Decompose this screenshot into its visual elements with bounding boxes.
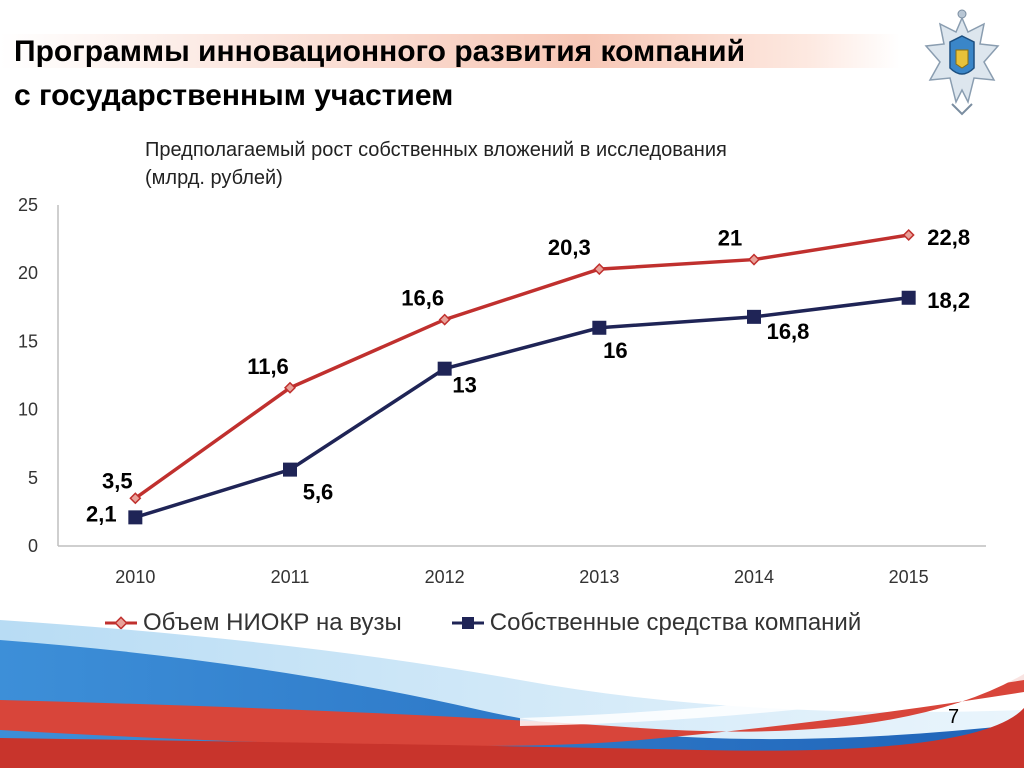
data-point: [438, 313, 451, 326]
data-point: [902, 228, 915, 242]
series-line: [134, 296, 909, 520]
legend-label-niokr: Объем НИОКР на вузы: [143, 609, 402, 636]
data-point: [437, 361, 452, 376]
data-point: [592, 320, 607, 335]
data-point: [901, 290, 916, 305]
data-label: 16,8: [767, 319, 810, 344]
data-label: 3,5: [102, 468, 133, 493]
y-tick-label: 5: [28, 468, 38, 488]
data-label: 16,6: [401, 286, 444, 311]
chart-series: 3,5 11,6 16,6 20,3 21 22,8 2,1 5,6 13 16 16,8 18,2: [86, 225, 970, 526]
data-label: 21: [718, 226, 742, 251]
footer-decoration: [0, 620, 1024, 768]
slide-title-line-1: Программы инновационного развития компан…: [14, 35, 746, 68]
legend-label-company-funds: Собственные средства компаний: [489, 609, 862, 636]
data-label: 5,6: [303, 480, 334, 505]
x-tick-label: 2015: [889, 567, 929, 587]
x-tick-label: 2013: [579, 567, 619, 587]
series-niokr: 3,5 11,6 16,6 20,3 21 22,8: [102, 225, 970, 505]
data-label: 11,6: [247, 354, 289, 379]
data-label: 16: [603, 338, 627, 363]
data-point: [128, 510, 143, 525]
data-label: 2,1: [86, 501, 117, 526]
legend-square-line-icon: [451, 617, 484, 629]
data-label: 22,8: [927, 225, 970, 250]
emblem-double-eagle-icon: [924, 9, 1000, 116]
legend-item-niokr: Объем НИОКР на вузы: [105, 609, 402, 637]
legend-diamond-line-icon: [105, 616, 137, 630]
title-highlight-band: [0, 34, 900, 68]
x-tick-label: 2011: [271, 567, 310, 587]
y-tick-label: 20: [18, 263, 38, 283]
chart-title: Предполагаемый рост собственных вложений…: [145, 136, 845, 192]
data-label: 18,2: [927, 288, 970, 313]
series-company-funds: 2,1 5,6 13 16 16,8 18,2: [86, 288, 970, 527]
y-tick-label: 25: [18, 195, 38, 215]
x-tick-label: 2012: [425, 567, 465, 587]
slide-title: Программы инновационного развития компан…: [14, 30, 745, 118]
data-label: 13: [452, 373, 476, 398]
page-number: 7: [948, 706, 960, 728]
series-line: [134, 233, 909, 500]
data-point: [283, 462, 297, 477]
chart-axes: 0 5 10 15 20 25 2010 2011 2012 2013 2014 2015: [18, 195, 986, 587]
data-point: [593, 263, 606, 276]
y-tick-label: 10: [18, 400, 38, 420]
data-point: [747, 253, 761, 266]
data-point: [129, 492, 142, 505]
x-tick-label: 2014: [734, 567, 774, 587]
data-label: 20,3: [548, 235, 591, 260]
y-tick-label: 15: [18, 331, 38, 351]
x-tick-label: 2010: [115, 567, 155, 587]
chart-title-line-1: Предполагаемый рост собственных вложений…: [145, 139, 727, 161]
data-point: [283, 381, 297, 394]
chart-legend: Объем НИОКР на вузы Собственные средства…: [105, 605, 911, 641]
line-chart: 0 5 10 15 20 25 2010 2011 2012 2013 2014 2015 3,5 11…: [18, 195, 986, 587]
chart-title-line-2: (млрд. рублей): [145, 167, 283, 189]
data-point: [747, 309, 761, 324]
y-tick-label: 0: [28, 536, 38, 556]
slide-title-line-2: с государственным участием: [14, 79, 454, 112]
legend-item-company-funds: Собственные средства компаний: [451, 609, 862, 637]
